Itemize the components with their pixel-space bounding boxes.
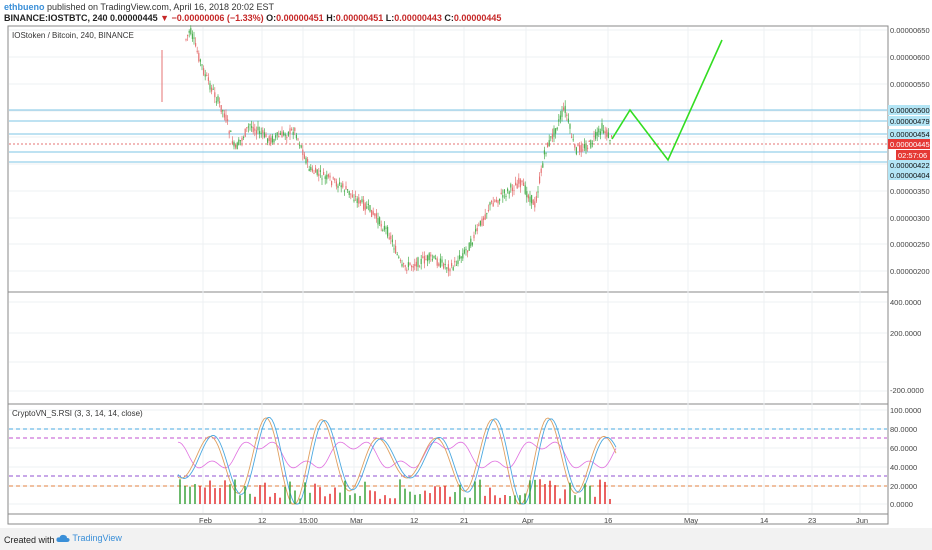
cloud-icon <box>56 535 70 543</box>
time-tick: 14 <box>760 516 768 525</box>
middle-axis: 400.0000 200.0000 -200.0000 <box>890 298 924 395</box>
tradingview-logo[interactable]: TradingView <box>56 533 122 543</box>
rsi-k-line <box>177 417 617 505</box>
time-tick: 23 <box>808 516 816 525</box>
ohlc-bar: BINANCE:IOSTBTC, 240 0.00000445 ▼ −0.000… <box>4 13 501 23</box>
time-tick: 12 <box>410 516 418 525</box>
rsi-tick: 60.0000 <box>890 444 917 453</box>
rsi-series <box>177 417 617 505</box>
price-tick: 0.00000350 <box>890 187 930 196</box>
price-tag: 0.00000479 <box>890 117 930 126</box>
price-tick: 0.00000550 <box>890 80 930 89</box>
rsi-tick: 20.0000 <box>890 482 917 491</box>
open-value: 0.00000451 <box>276 13 324 23</box>
footer-bar: Created with TradingView <box>0 528 932 550</box>
last-price-tag: 0.00000445 <box>890 140 930 149</box>
symbol-label: BINANCE:IOSTBTC, 240 <box>4 13 108 23</box>
price-candles <box>161 25 613 277</box>
price-axis: 0.00000650 0.00000600 0.00000550 0.00000… <box>890 26 930 276</box>
middle-tick: -200.0000 <box>890 386 924 395</box>
last-price: 0.00000445 <box>110 13 158 23</box>
low-label: L: <box>385 13 395 23</box>
price-tags: 0.00000500 0.00000479 0.00000454 0.00000… <box>888 105 930 180</box>
time-tick: 15:00 <box>299 516 318 525</box>
price-tag: 0.00000404 <box>890 171 930 180</box>
time-tick: May <box>684 516 698 525</box>
middle-tick: 200.0000 <box>890 329 921 338</box>
open-label: O: <box>266 13 277 23</box>
rsi-tick: 0.0000 <box>890 500 913 509</box>
time-tick: 12 <box>258 516 266 525</box>
high-value: 0.00000451 <box>335 13 384 23</box>
author-link[interactable]: ethbueno <box>4 2 45 12</box>
close-label: C: <box>444 13 454 23</box>
rsi-tick: 40.0000 <box>890 463 917 472</box>
time-tick: Apr <box>522 516 534 525</box>
price-tick: 0.00000300 <box>890 214 930 223</box>
close-value: 0.00000445 <box>453 13 502 23</box>
time-tick: 21 <box>460 516 468 525</box>
price-tag: 0.00000454 <box>890 130 930 139</box>
pane-title-main: IOStoken / Bitcoin, 240, BINANCE <box>12 31 134 40</box>
time-tick: Jun <box>856 516 868 525</box>
time-tick: 16 <box>604 516 612 525</box>
price-tick: 0.00000200 <box>890 267 930 276</box>
price-tag: 0.00000422 <box>890 161 930 170</box>
price-tick: 0.00000250 <box>890 240 930 249</box>
pane-title-rsi: CryptoVN_S.RSI (3, 3, 14, 14, close) <box>12 409 143 418</box>
rsi-tick: 100.0000 <box>890 406 921 415</box>
tradingview-brand: TradingView <box>72 533 122 543</box>
high-label: H: <box>326 13 336 23</box>
price-tick: 0.00000650 <box>890 26 930 35</box>
rsi-tick: 80.0000 <box>890 425 917 434</box>
chart-canvas[interactable]: IOStoken / Bitcoin, 240, BINANCE CryptoV… <box>0 0 932 528</box>
rsi-d-line <box>177 417 617 505</box>
created-with-label: Created with <box>4 535 55 545</box>
price-tag: 0.00000500 <box>890 106 930 115</box>
price-tick: 0.00000600 <box>890 53 930 62</box>
time-tick: Mar <box>350 516 363 525</box>
projection-path <box>611 39 723 162</box>
time-axis: Feb 12 15:00 Mar 12 21 Apr 16 May 14 23 … <box>199 516 868 525</box>
published-text: published on TradingView.com, April 16, … <box>47 2 274 12</box>
time-tick: Feb <box>199 516 212 525</box>
down-arrow-icon: ▼ <box>160 13 170 23</box>
countdown-tag: 02:57:06 <box>898 151 927 160</box>
low-value: 0.00000443 <box>394 13 442 23</box>
rsi-axis: 100.0000 80.0000 60.0000 40.0000 20.0000… <box>890 406 921 509</box>
price-change: −0.00000006 (−1.33%) <box>171 13 264 23</box>
publish-info: ethbueno published on TradingView.com, A… <box>4 2 274 12</box>
middle-tick: 400.0000 <box>890 298 921 307</box>
